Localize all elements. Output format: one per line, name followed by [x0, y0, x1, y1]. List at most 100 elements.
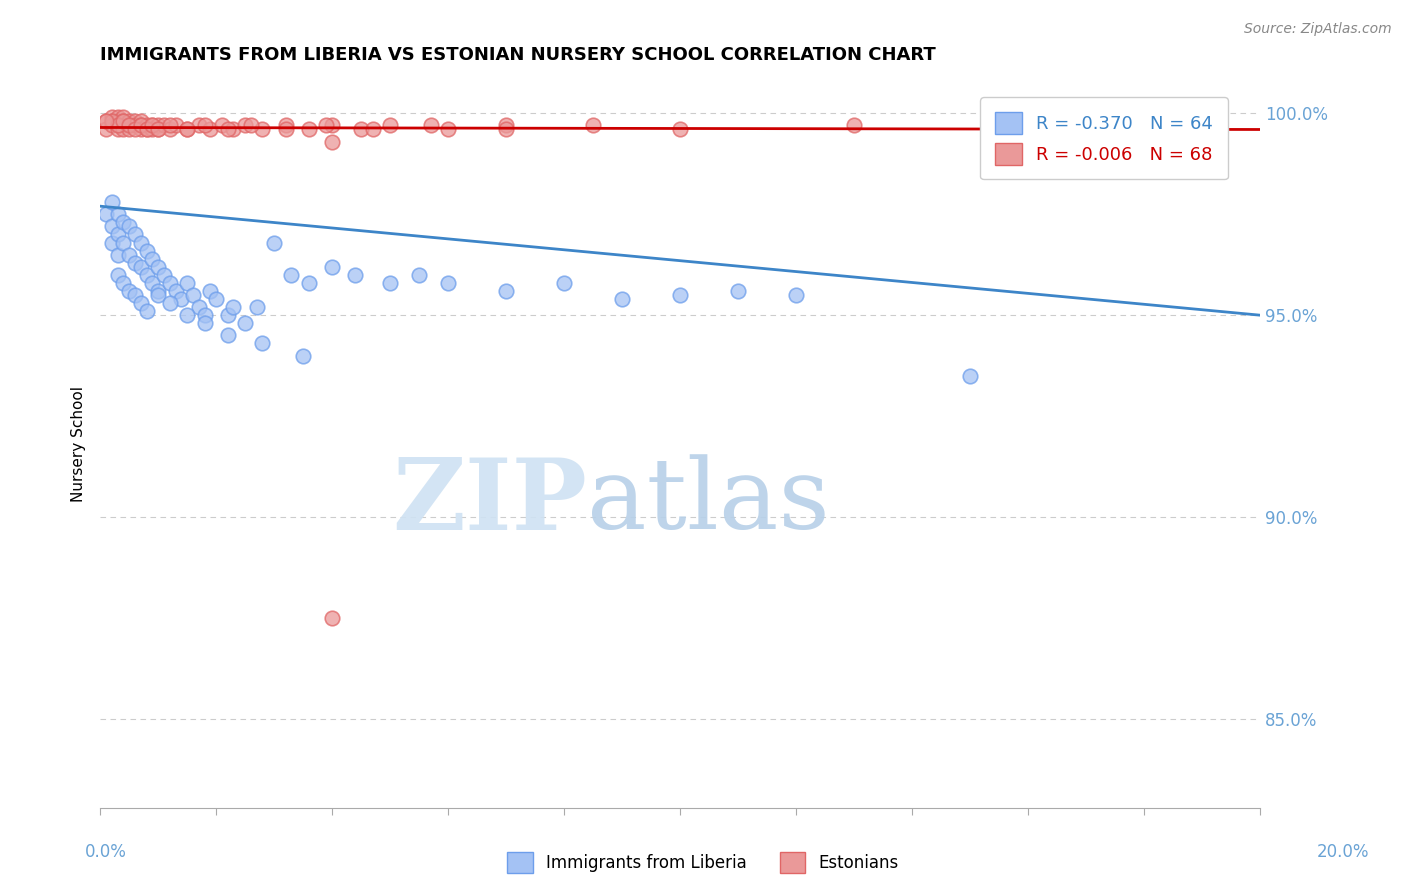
Point	[135, 244, 157, 258]
Point	[112, 111, 135, 125]
Point	[553, 276, 575, 290]
Point	[100, 219, 122, 234]
Point	[610, 292, 633, 306]
Point	[100, 235, 122, 250]
Point	[129, 235, 152, 250]
Point	[785, 288, 807, 302]
Point	[495, 122, 517, 136]
Point	[176, 122, 198, 136]
Point	[153, 268, 176, 282]
Point	[124, 255, 146, 269]
Point	[159, 296, 181, 310]
Point	[239, 119, 262, 133]
Point	[118, 247, 141, 261]
Point	[246, 300, 269, 314]
Point	[129, 119, 152, 133]
Point	[141, 119, 163, 133]
Point	[141, 119, 163, 133]
Point	[222, 300, 245, 314]
Point	[141, 276, 163, 290]
Point	[170, 292, 193, 306]
Point	[217, 308, 239, 322]
Point	[181, 288, 204, 302]
Point	[107, 119, 129, 133]
Point	[252, 122, 274, 136]
Point	[129, 296, 152, 310]
Point	[94, 114, 117, 128]
Point	[124, 114, 146, 128]
Point	[112, 235, 135, 250]
Point	[176, 308, 198, 322]
Point	[118, 219, 141, 234]
Point	[159, 276, 181, 290]
Point	[107, 207, 129, 221]
Point	[100, 114, 122, 128]
Point	[159, 122, 181, 136]
Point	[165, 284, 187, 298]
Point	[233, 316, 256, 330]
Point	[94, 114, 117, 128]
Point	[252, 336, 274, 351]
Point	[107, 111, 129, 125]
Point	[94, 207, 117, 221]
Point	[146, 284, 169, 298]
Point	[107, 227, 129, 242]
Text: IMMIGRANTS FROM LIBERIA VS ESTONIAN NURSERY SCHOOL CORRELATION CHART: IMMIGRANTS FROM LIBERIA VS ESTONIAN NURS…	[100, 46, 936, 64]
Point	[118, 122, 141, 136]
Point	[176, 276, 198, 290]
Point	[112, 122, 135, 136]
Point	[321, 135, 343, 149]
Point	[146, 260, 169, 274]
Point	[141, 122, 163, 136]
Point	[146, 288, 169, 302]
Point	[222, 122, 245, 136]
Text: ZIP: ZIP	[392, 454, 588, 551]
Point	[280, 268, 302, 282]
Point	[107, 114, 129, 128]
Point	[100, 119, 122, 133]
Point	[176, 122, 198, 136]
Point	[187, 119, 209, 133]
Point	[344, 268, 367, 282]
Point	[129, 119, 152, 133]
Point	[361, 122, 384, 136]
Point	[187, 300, 209, 314]
Text: Source: ZipAtlas.com: Source: ZipAtlas.com	[1244, 22, 1392, 37]
Point	[1017, 122, 1039, 136]
Point	[217, 328, 239, 343]
Point	[959, 368, 981, 383]
Point	[124, 119, 146, 133]
Point	[408, 268, 430, 282]
Point	[419, 119, 441, 133]
Point	[107, 247, 129, 261]
Point	[94, 122, 117, 136]
Point	[107, 268, 129, 282]
Point	[727, 284, 749, 298]
Point	[107, 122, 129, 136]
Point	[193, 308, 215, 322]
Point	[292, 349, 315, 363]
Y-axis label: Nursery School: Nursery School	[72, 386, 86, 502]
Text: atlas: atlas	[588, 455, 830, 550]
Point	[200, 122, 222, 136]
Point	[100, 111, 122, 125]
Point	[495, 119, 517, 133]
Point	[205, 292, 228, 306]
Text: 20.0%: 20.0%	[1316, 843, 1369, 861]
Legend: R = -0.370   N = 64, R = -0.006   N = 68: R = -0.370 N = 64, R = -0.006 N = 68	[980, 97, 1227, 179]
Point	[321, 611, 343, 625]
Point	[118, 119, 141, 133]
Point	[165, 119, 187, 133]
Point	[193, 316, 215, 330]
Point	[146, 119, 169, 133]
Point	[112, 215, 135, 229]
Point	[274, 122, 297, 136]
Point	[124, 122, 146, 136]
Point	[100, 114, 122, 128]
Point	[321, 260, 343, 274]
Point	[193, 119, 215, 133]
Point	[135, 304, 157, 318]
Point	[135, 122, 157, 136]
Point	[135, 122, 157, 136]
Legend: Immigrants from Liberia, Estonians: Immigrants from Liberia, Estonians	[501, 846, 905, 880]
